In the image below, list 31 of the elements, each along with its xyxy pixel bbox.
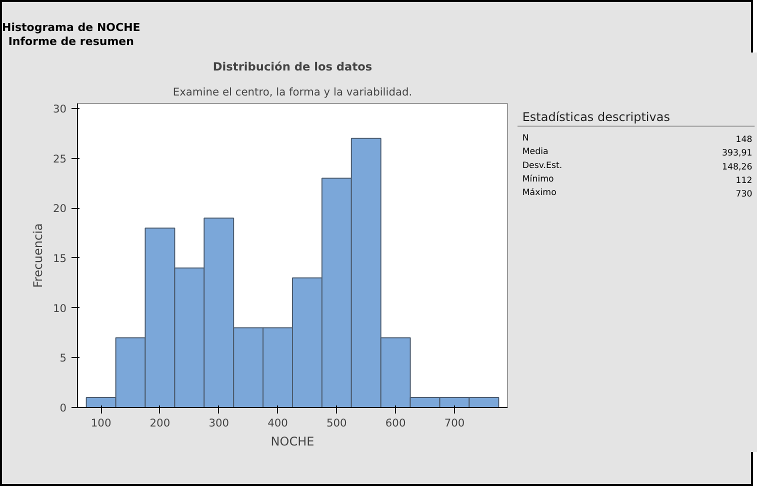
text: Distribución de los datos [212, 60, 372, 74]
text: Examine el centro, la forma y la variabilidad. [172, 86, 412, 98]
x-tick-label: 600 [385, 416, 406, 430]
y-axis-title: Frecuencia [30, 223, 45, 288]
y-tick-label: 0 [60, 402, 67, 414]
y-tick-label: 10 [52, 302, 67, 315]
x-tick-label: 700 [444, 416, 465, 430]
chart-subtitle: Informe de resumen [8, 35, 134, 48]
category-label: Máximo [522, 188, 556, 198]
text: 148,26 [722, 162, 752, 172]
text: Estadísticas descriptivas [522, 110, 670, 124]
category-label: Media [522, 147, 548, 158]
text: 112 [736, 176, 752, 186]
category-label: Desv.Est. [522, 160, 562, 171]
y-tick-label: 5 [60, 352, 66, 365]
x-axis-title: NOCHE [270, 434, 314, 448]
y-tick-label: 30 [52, 102, 67, 116]
text: 730 [736, 190, 752, 200]
x-tick-label: 200 [150, 416, 170, 430]
category-label: Mínimo [522, 174, 554, 184]
y-tick-label: 25 [52, 152, 67, 166]
y-tick-label: 20 [52, 202, 67, 216]
x-tick-label: 500 [326, 416, 348, 430]
text: 148 [736, 134, 752, 145]
x-tick-label: 300 [208, 416, 230, 430]
x-tick-label: 100 [90, 416, 112, 430]
chart-title: Histograma de NOCHE [2, 21, 140, 34]
text: 393,91 [722, 148, 752, 159]
x-tick-label: 400 [268, 416, 288, 430]
y-tick-label: 15 [52, 252, 67, 265]
category-label: N [522, 133, 529, 144]
